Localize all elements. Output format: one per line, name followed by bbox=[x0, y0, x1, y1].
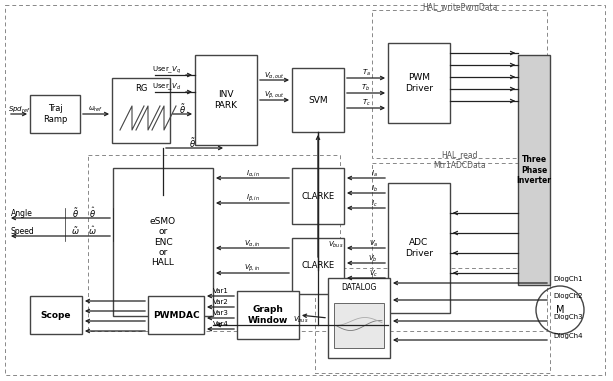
Text: Speed: Speed bbox=[10, 226, 34, 235]
Text: $\tilde{\theta}$: $\tilde{\theta}$ bbox=[178, 102, 186, 116]
Bar bbox=[237, 291, 299, 339]
Text: CLARKE: CLARKE bbox=[302, 192, 335, 200]
Text: $\tilde{\theta}$: $\tilde{\theta}$ bbox=[189, 136, 196, 150]
Bar bbox=[315, 268, 550, 373]
Text: $\omega_{ref}$: $\omega_{ref}$ bbox=[88, 104, 104, 114]
Text: Angle: Angle bbox=[11, 208, 33, 218]
Bar bbox=[30, 296, 82, 334]
Bar bbox=[113, 168, 213, 316]
Bar bbox=[518, 55, 550, 285]
Text: Var1: Var1 bbox=[213, 288, 229, 294]
Text: $T_c$: $T_c$ bbox=[362, 98, 370, 108]
Bar bbox=[328, 278, 390, 358]
Text: ADC
Driver: ADC Driver bbox=[405, 238, 433, 258]
Text: User_$V_d$: User_$V_d$ bbox=[152, 82, 181, 92]
Text: $\hat{\omega}$: $\hat{\omega}$ bbox=[88, 225, 96, 237]
Bar bbox=[30, 95, 80, 133]
Bar bbox=[388, 43, 450, 123]
Text: $\hat{\theta}$: $\hat{\theta}$ bbox=[88, 206, 96, 220]
Text: $I_c$: $I_c$ bbox=[371, 199, 378, 209]
Bar bbox=[372, 10, 547, 158]
Text: $V_{\alpha,out}$: $V_{\alpha,out}$ bbox=[264, 70, 284, 80]
Text: M: M bbox=[556, 305, 564, 315]
Text: PWMDAC: PWMDAC bbox=[153, 311, 199, 320]
Text: SVM: SVM bbox=[308, 96, 328, 104]
Text: $V_{\alpha,in}$: $V_{\alpha,in}$ bbox=[244, 238, 261, 248]
Bar bbox=[292, 168, 344, 224]
Bar bbox=[334, 303, 384, 348]
Bar bbox=[112, 78, 170, 143]
Text: $Spd_{ref}$: $Spd_{ref}$ bbox=[7, 105, 31, 115]
Bar bbox=[88, 155, 340, 331]
Text: $V_{bus}$: $V_{bus}$ bbox=[328, 240, 343, 250]
Text: $I_{\beta,in}$: $I_{\beta,in}$ bbox=[246, 192, 259, 204]
Text: Graph
Window: Graph Window bbox=[248, 305, 288, 325]
Text: HAL_read
Mtr1ADCData: HAL_read Mtr1ADCData bbox=[433, 150, 486, 170]
Bar bbox=[292, 238, 344, 294]
Bar bbox=[195, 55, 257, 145]
Text: $I_b$: $I_b$ bbox=[371, 184, 378, 194]
Text: $V_b$: $V_b$ bbox=[368, 254, 378, 264]
Bar bbox=[292, 68, 344, 132]
Text: PWM
Driver: PWM Driver bbox=[405, 73, 433, 93]
Text: Var2: Var2 bbox=[213, 299, 229, 305]
Text: $T_a$: $T_a$ bbox=[362, 68, 370, 78]
Text: Three
Phase
Inverter: Three Phase Inverter bbox=[517, 155, 552, 185]
Text: eSMO
or
ENC
or
HALL: eSMO or ENC or HALL bbox=[150, 217, 176, 267]
Text: Var3: Var3 bbox=[213, 310, 229, 316]
Text: $I_a$: $I_a$ bbox=[371, 169, 378, 179]
Text: DlogCh2: DlogCh2 bbox=[553, 293, 582, 299]
Text: $V_a$: $V_a$ bbox=[368, 239, 378, 249]
Text: Scope: Scope bbox=[40, 311, 71, 320]
Text: $\tilde{\theta}$: $\tilde{\theta}$ bbox=[72, 206, 78, 220]
Text: INV
PARK: INV PARK bbox=[215, 90, 237, 110]
Text: $I_{\alpha,in}$: $I_{\alpha,in}$ bbox=[246, 168, 259, 178]
Text: $V_{bus}$: $V_{bus}$ bbox=[293, 315, 308, 325]
Text: $V_{\beta,out}$: $V_{\beta,out}$ bbox=[264, 89, 284, 101]
Bar bbox=[148, 296, 204, 334]
Text: RG: RG bbox=[135, 83, 147, 93]
Text: $V_{\beta,in}$: $V_{\beta,in}$ bbox=[244, 262, 261, 274]
Text: DlogCh1: DlogCh1 bbox=[553, 276, 582, 282]
Text: DATALOG: DATALOG bbox=[341, 283, 376, 293]
Text: DlogCh4: DlogCh4 bbox=[553, 333, 582, 339]
Text: $T_b$: $T_b$ bbox=[362, 83, 371, 93]
Text: DlogCh3: DlogCh3 bbox=[553, 314, 582, 320]
Text: CLARKE: CLARKE bbox=[302, 261, 335, 271]
Text: $V_c$: $V_c$ bbox=[368, 269, 378, 279]
Text: HAL_writePwmData: HAL_writePwmData bbox=[422, 3, 497, 11]
Text: User_$V_q$: User_$V_q$ bbox=[153, 64, 181, 76]
Bar bbox=[372, 163, 547, 331]
Text: Var4: Var4 bbox=[213, 321, 229, 327]
Bar bbox=[388, 183, 450, 313]
Text: $\tilde{\omega}$: $\tilde{\omega}$ bbox=[70, 225, 79, 237]
Text: Traj
Ramp: Traj Ramp bbox=[43, 104, 67, 124]
